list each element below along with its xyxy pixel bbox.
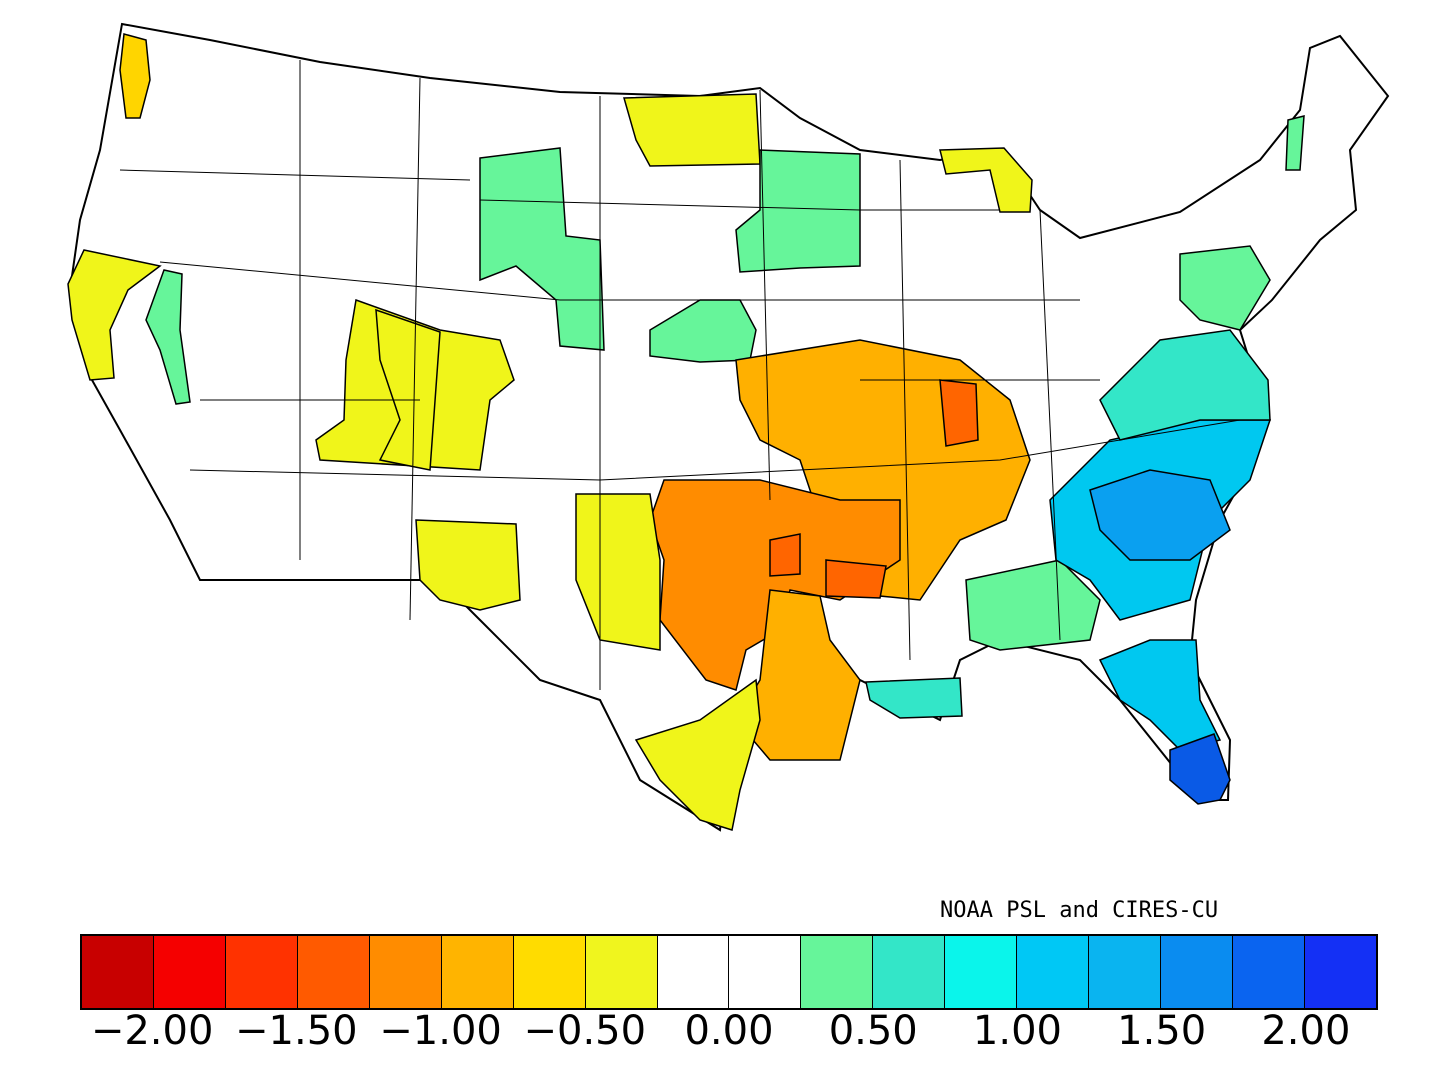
south-texas-divisions — [634, 678, 761, 831]
legend-tick-label: 0.00 — [684, 1008, 774, 1054]
legend-swatch-6 — [513, 936, 586, 1008]
red-river-divisions — [769, 379, 979, 599]
michigan-divisions — [939, 147, 1033, 213]
division-boundaries — [119, 60, 1241, 690]
legend-swatch-0 — [82, 936, 154, 1008]
legend-swatch-13 — [1017, 936, 1090, 1008]
legend-swatch-8 — [657, 936, 730, 1008]
florida-peninsula-division — [1098, 639, 1222, 751]
legend-swatch-3 — [297, 936, 370, 1008]
legend-swatch-15 — [1161, 936, 1233, 1008]
legend-tick-label: −2.00 — [90, 1008, 214, 1054]
utah-divisions — [375, 308, 441, 471]
legend-tick-label: 2.00 — [1261, 1008, 1351, 1054]
divisions-layer — [67, 33, 1305, 831]
legend-swatch-16 — [1233, 936, 1305, 1008]
legend-tick-label: −0.50 — [523, 1008, 647, 1054]
legend-swatch-2 — [225, 936, 298, 1008]
legend-swatch-17 — [1304, 936, 1376, 1008]
legend-swatch-4 — [369, 936, 442, 1008]
legend-tick-label: −1.00 — [379, 1008, 502, 1054]
mid-atlantic-divisions — [1179, 245, 1271, 331]
legend-swatch-7 — [585, 936, 658, 1008]
south-florida-division — [1169, 733, 1231, 805]
legend-swatch-5 — [441, 936, 514, 1008]
legend-swatch-11 — [873, 936, 946, 1008]
legend-tick-label: 0.50 — [828, 1008, 918, 1054]
credit-text: NOAA PSL and CIRES-CU — [940, 898, 1219, 923]
legend-tick-label: 1.50 — [1117, 1008, 1207, 1054]
west-texas-divisions — [575, 493, 661, 651]
us-climate-divisions-map — [67, 22, 1390, 832]
legend-tick-label: −1.50 — [235, 1008, 358, 1054]
color-scale-legend — [80, 934, 1378, 1010]
louisiana-coast-divisions — [865, 677, 963, 719]
north-dakota-minnesota-divisions — [623, 93, 761, 167]
western-washington-division — [119, 33, 151, 119]
new-mexico-divisions — [415, 519, 521, 611]
virginia-divisions — [1099, 329, 1271, 441]
legend-swatch-10 — [801, 936, 874, 1008]
legend-tick-label: 1.00 — [972, 1008, 1062, 1054]
legend-swatch-14 — [1089, 936, 1162, 1008]
upper-midwest-divisions — [735, 149, 861, 273]
legend-swatch-9 — [729, 936, 802, 1008]
sierra-division — [145, 269, 191, 405]
south-carolina-divisions — [1089, 469, 1231, 561]
legend-swatch-12 — [945, 936, 1018, 1008]
legend-swatch-1 — [153, 936, 226, 1008]
new-england-division — [1285, 115, 1305, 171]
northern-california-coast-division — [67, 249, 162, 381]
